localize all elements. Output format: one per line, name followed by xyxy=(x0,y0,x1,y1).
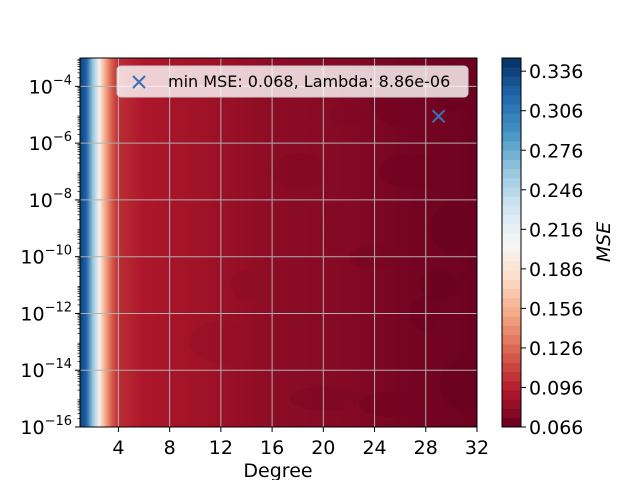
colorbar-band xyxy=(502,307,521,317)
colorbar-band xyxy=(502,242,521,253)
contour-patch xyxy=(320,204,353,253)
colorbar-band xyxy=(502,390,521,400)
contour-patch xyxy=(230,270,263,301)
contour-patch xyxy=(329,102,368,127)
plot-area xyxy=(79,57,478,428)
contour-patch xyxy=(429,204,474,253)
colorbar-band xyxy=(502,159,521,170)
contour-patch xyxy=(269,153,326,190)
colorbar-band xyxy=(502,214,521,225)
colorbar-tick-label: 0.216 xyxy=(529,219,583,241)
colorbar-band xyxy=(502,113,521,123)
plot-frame xyxy=(79,57,478,428)
min-mse-marker xyxy=(431,109,446,123)
legend-box xyxy=(116,65,469,98)
legend-marker-stroke xyxy=(132,75,146,89)
contour-patch xyxy=(359,391,416,417)
x-tick-label: 12 xyxy=(209,437,233,459)
colorbar-band xyxy=(502,399,521,409)
legend-marker-icon xyxy=(132,75,146,89)
colorbar-band xyxy=(502,353,521,363)
colorbar-band xyxy=(502,187,521,197)
y-tick-label: 10−4 xyxy=(29,73,72,98)
colorbar-band xyxy=(502,334,521,345)
colorbar-band xyxy=(502,380,521,391)
contour-patches xyxy=(189,62,477,417)
colorbar-band xyxy=(502,141,521,151)
colorbar-band xyxy=(502,104,521,114)
x-axis-label: Degree xyxy=(243,460,312,480)
x-tick-label: 8 xyxy=(164,437,176,459)
colorbar-band xyxy=(502,224,521,234)
colorbar-tick-label: 0.246 xyxy=(529,180,583,202)
colorbar-band xyxy=(502,76,521,87)
colorbar-band xyxy=(502,177,521,188)
colorbar-band xyxy=(502,408,521,419)
y-tick-label: 10−12 xyxy=(20,300,72,325)
legend: min MSE: 0.068, Lambda: 8.86e-06 xyxy=(116,65,469,98)
colorbar-band xyxy=(502,371,521,382)
colorbar-band xyxy=(502,279,521,290)
colorbar-band xyxy=(502,196,521,206)
x-tick-label: 32 xyxy=(465,437,489,459)
colorbar-band xyxy=(502,233,521,243)
colorbar-band xyxy=(502,260,521,271)
colorbar-band xyxy=(502,67,521,77)
colorbar-band xyxy=(502,417,521,428)
x-tick-label: 4 xyxy=(112,437,124,459)
contour-patch xyxy=(439,358,477,410)
colorbar-tick-label: 0.306 xyxy=(529,101,583,123)
colorbar-tick-label: 0.156 xyxy=(529,298,583,320)
colorbar-band xyxy=(502,343,521,354)
colorbar-band xyxy=(502,297,521,308)
colorbar-band xyxy=(502,122,521,133)
y-tick-label: 10−14 xyxy=(20,357,72,382)
colorbar-band xyxy=(502,316,521,326)
min-marker-stroke xyxy=(431,109,446,123)
colorbar-band xyxy=(502,251,521,262)
x-tick-label: 16 xyxy=(260,437,284,459)
contour-patch xyxy=(419,270,458,301)
colorbar-tick-label: 0.126 xyxy=(529,338,583,360)
colorbar-band xyxy=(502,288,521,299)
colorbar-tick-label: 0.096 xyxy=(529,377,583,399)
colorbar-tick-label: 0.186 xyxy=(529,259,583,281)
colorbar-band xyxy=(502,131,521,142)
x-tick-label: 28 xyxy=(414,437,438,459)
colorbar-tick-label: 0.276 xyxy=(529,140,583,162)
colorbar-tick-label: 0.066 xyxy=(529,417,583,439)
x-axis: 4 8 12 16 20 24 28 32 xyxy=(112,427,489,459)
legend-label: min MSE: 0.068, Lambda: 8.86e-06 xyxy=(168,72,450,91)
colorbar-band xyxy=(502,362,521,373)
colorbar-frame xyxy=(501,57,522,428)
colorbar-band xyxy=(502,94,521,105)
y-axis: 10−16 10−14 10−12 10−10 10−8 10−6 10−4 xyxy=(20,58,80,439)
colorbar-band xyxy=(502,168,521,179)
x-tick-label: 20 xyxy=(311,437,335,459)
colorbar-ticks: 0.066 0.096 0.126 0.156 0.186 0.216 0.246 0.276… xyxy=(521,61,583,439)
colorbar-band xyxy=(502,58,521,68)
y-tick-label: 10−6 xyxy=(29,130,72,155)
contour-patch xyxy=(379,153,447,190)
y-tick-label: 10−16 xyxy=(20,414,72,439)
colorbar-band xyxy=(502,85,521,96)
x-tick-label: 24 xyxy=(362,437,386,459)
colorbar-bands xyxy=(502,58,521,428)
y-tick-label: 10−10 xyxy=(20,244,72,269)
colorbar-band xyxy=(502,325,521,336)
colorbar-band xyxy=(502,270,521,280)
colorbar-tick-label: 0.336 xyxy=(529,61,583,83)
colorbar: 0.066 0.096 0.126 0.156 0.186 0.216 0.246 0.276… xyxy=(501,57,615,439)
colorbar-label: MSE xyxy=(593,222,615,262)
colorbar-band xyxy=(502,150,521,160)
colorbar-band xyxy=(502,205,521,216)
y-tick-label: 10−8 xyxy=(29,187,72,212)
